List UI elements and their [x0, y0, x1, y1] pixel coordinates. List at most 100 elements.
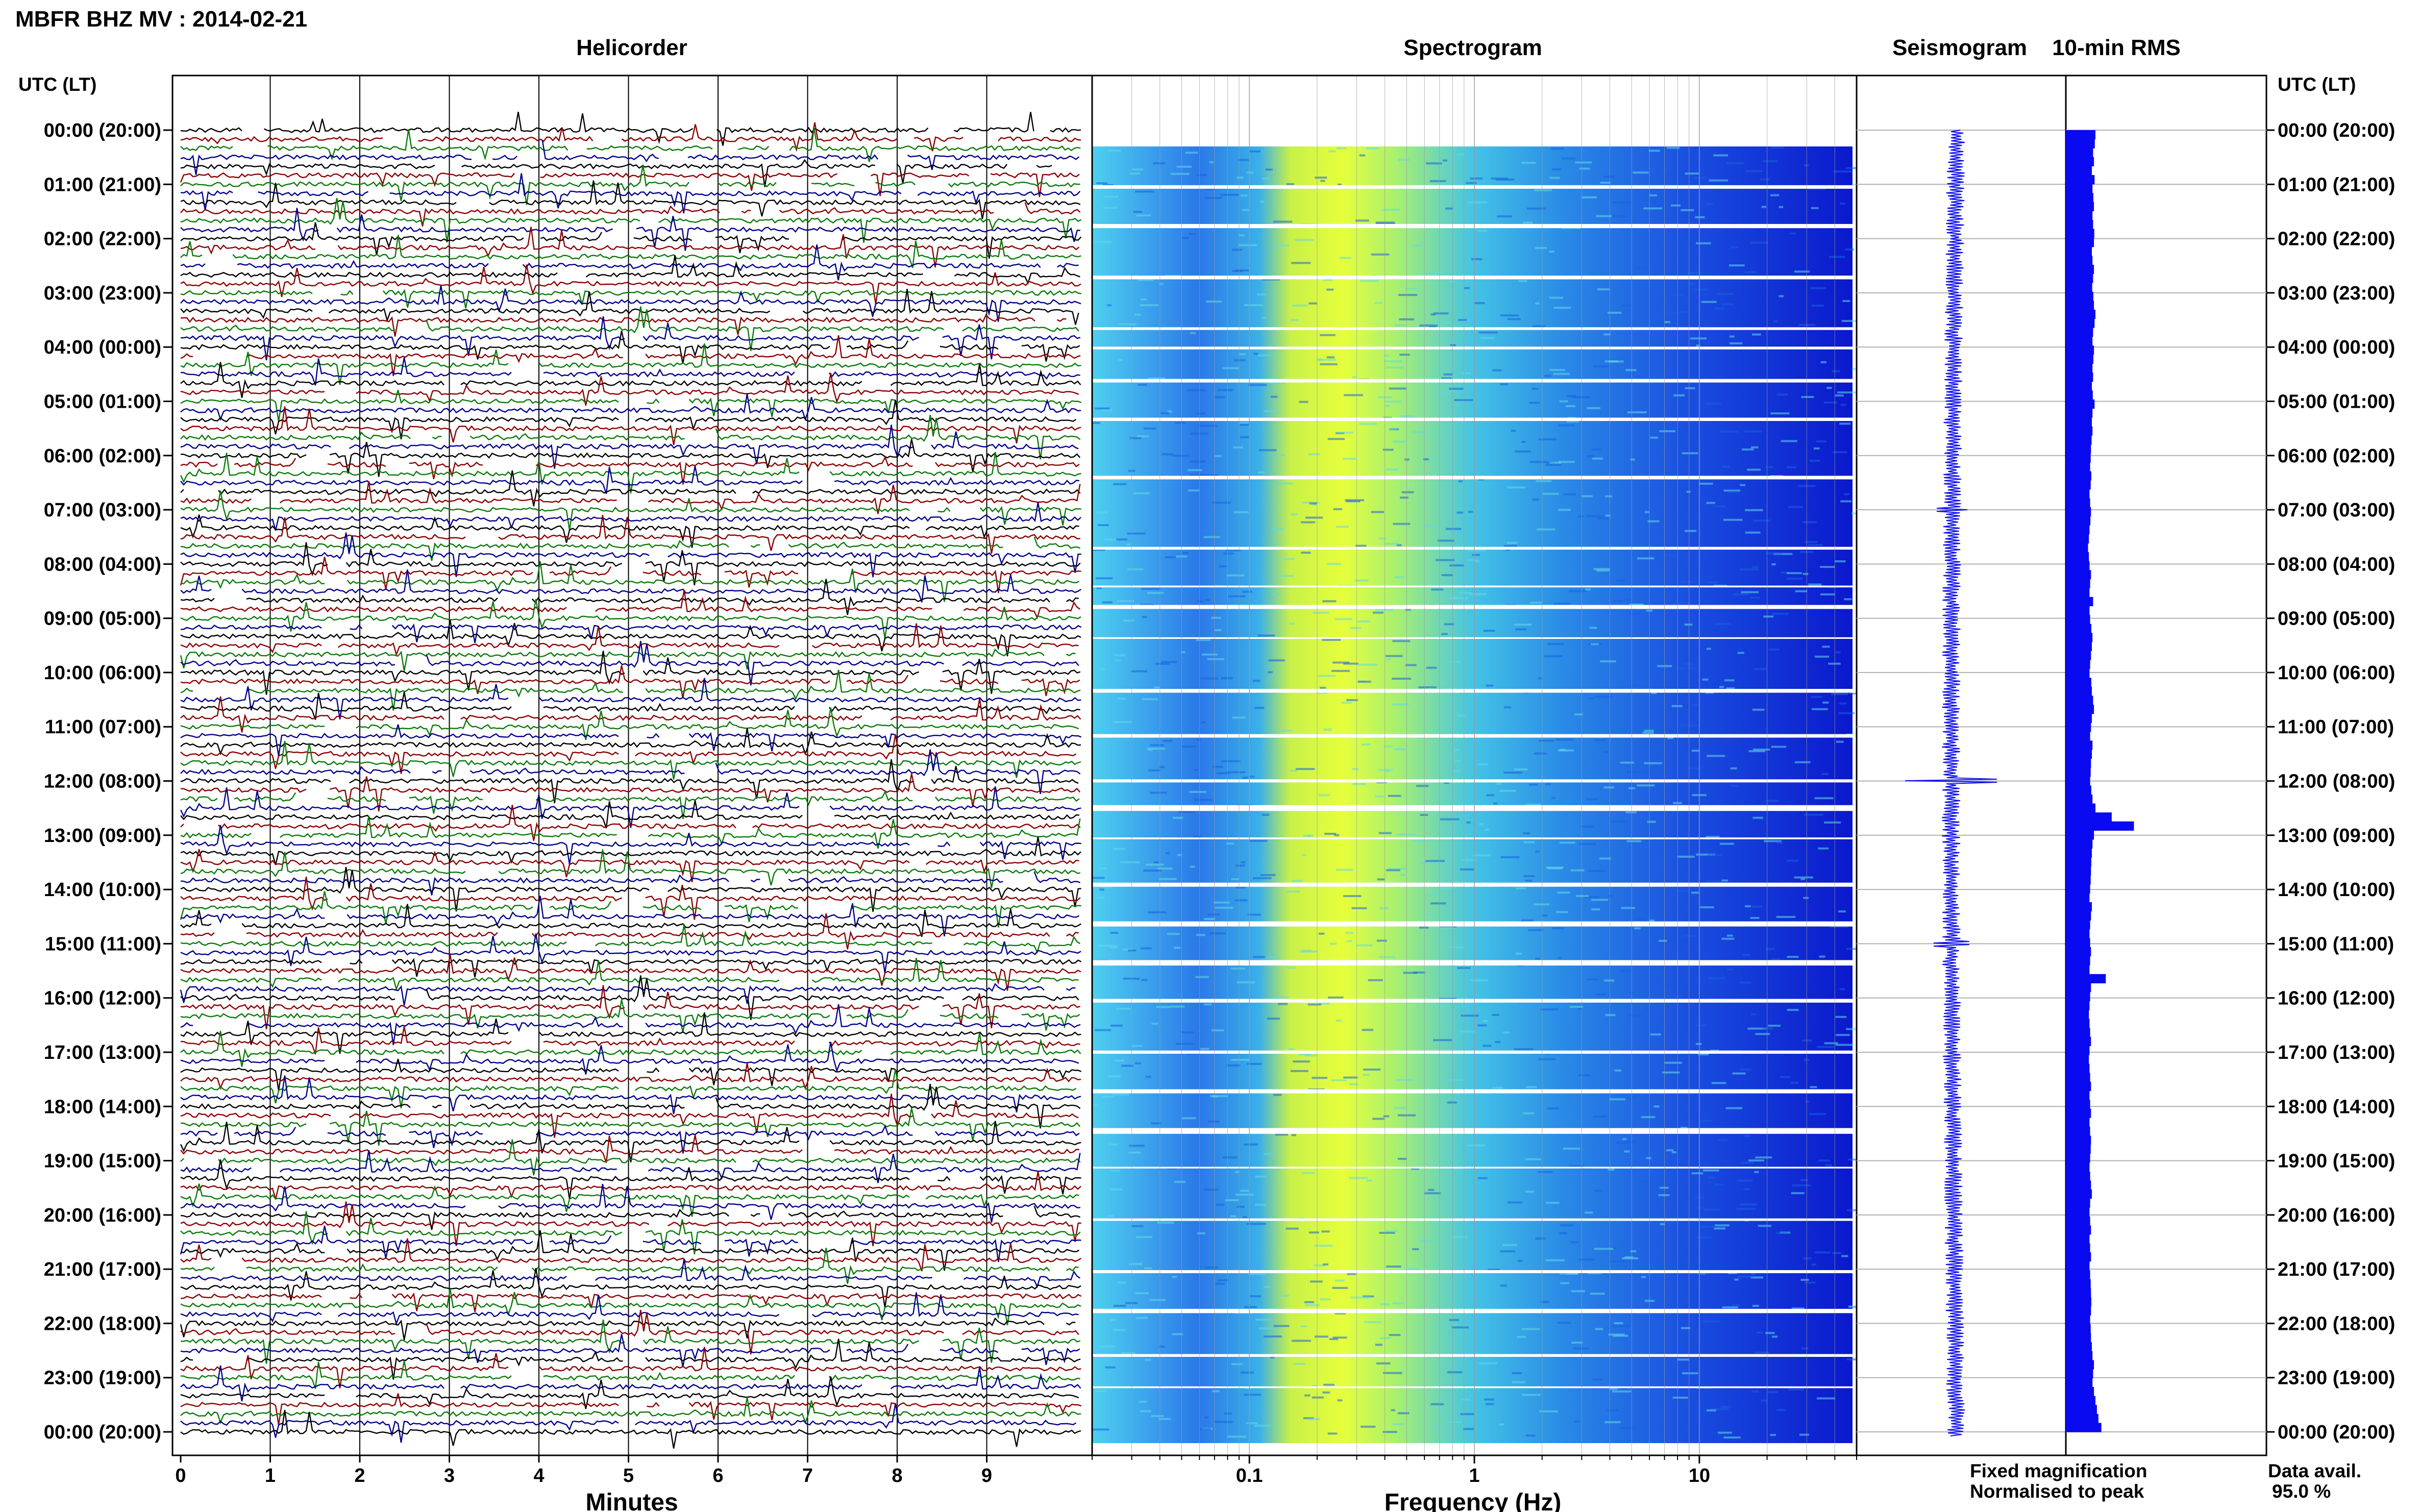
rms-bar — [2066, 1243, 2090, 1253]
spectrogram-speckle — [1779, 295, 1784, 298]
time-label-right: 21:00 (17:00) — [2278, 1259, 2395, 1280]
spectrogram-speckle — [1443, 373, 1453, 376]
rms-bar — [2066, 435, 2092, 445]
helicorder-trace — [180, 222, 1082, 259]
spectrogram-speckle — [1286, 890, 1300, 893]
spectrogram-speckle — [1723, 489, 1740, 492]
spectrogram-speckle — [1794, 270, 1810, 273]
spectrogram-speckle — [1133, 211, 1142, 213]
rms-bar — [2066, 848, 2092, 858]
spectrogram-speckle — [1545, 1259, 1565, 1261]
spectrogram-speckle — [1242, 209, 1249, 211]
spectrogram-speckle — [1591, 899, 1608, 901]
helicorder-trace — [180, 599, 1081, 639]
spectrogram-speckle — [1182, 1117, 1196, 1120]
spectrogram-speckle — [1438, 594, 1443, 597]
spectrogram-speckle — [1207, 913, 1220, 916]
minute-tick-label: 0 — [175, 1465, 186, 1486]
spectrogram-speckle — [1624, 1150, 1630, 1153]
rms-bar — [2066, 830, 2094, 840]
spectrogram-speckle — [1477, 230, 1487, 232]
spectrogram-speckle — [1249, 1295, 1261, 1298]
rms-bar — [2066, 1261, 2090, 1271]
spectrogram-speckle — [1200, 677, 1218, 680]
minute-tick-label: 5 — [623, 1465, 634, 1486]
rms-bar — [2066, 597, 2093, 606]
helicorder-trace — [180, 343, 1081, 385]
helicorder-trace — [180, 982, 1076, 1006]
spectrogram-speckle — [1684, 530, 1696, 532]
spectrogram-speckle — [1240, 1189, 1249, 1192]
spectrogram-speckle — [1260, 201, 1265, 203]
spectrogram-speckle — [1702, 1320, 1720, 1323]
spectrogram-speckle — [1549, 177, 1560, 179]
rms-bar — [2066, 920, 2090, 930]
spectrogram-speckle — [1303, 835, 1311, 837]
spectrogram-speckle — [1210, 1095, 1228, 1097]
spectrogram-speckle — [1335, 1279, 1345, 1282]
minute-tick-label: 4 — [533, 1465, 544, 1486]
spectrogram-speckle — [1341, 702, 1352, 704]
spectrogram-speckle — [1312, 1396, 1324, 1399]
spectrogram-speckle — [1145, 1076, 1151, 1078]
spectrogram-speckle — [1500, 1284, 1507, 1287]
spectrogram-speckle — [1200, 1428, 1211, 1430]
spectrogram-speckle — [1320, 334, 1336, 336]
spectrogram-speckle — [1810, 1086, 1817, 1088]
spectrogram-speckle — [1612, 1390, 1632, 1393]
spectrogram-speckle — [1441, 633, 1448, 635]
spectrogram-speckle — [1435, 392, 1450, 395]
spectrogram-speckle — [1439, 887, 1454, 889]
spectrogram-speckle — [1131, 1225, 1144, 1227]
spectrogram-speckle — [1820, 361, 1826, 363]
helicorder-trace — [180, 896, 1080, 936]
spectrogram-speckle — [1664, 1061, 1682, 1064]
spectrogram-speckle — [1596, 569, 1610, 572]
rms-bar — [2066, 1288, 2091, 1298]
seismogram-title: Seismogram — [1892, 35, 2027, 60]
spectrogram-speckle — [1573, 1347, 1589, 1350]
spectrogram-speckle — [1468, 1144, 1486, 1147]
spectrogram-speckle — [1634, 927, 1641, 930]
spectrogram-speckle — [1767, 1391, 1778, 1393]
spectrogram-speckle — [1571, 1342, 1583, 1344]
spectrogram-speckle — [1109, 1319, 1117, 1321]
time-label-left: 16:00 (12:00) — [44, 988, 161, 1009]
spectrogram-speckle — [1538, 438, 1557, 440]
spectrogram-speckle — [1701, 301, 1717, 303]
helicorder-trace — [180, 393, 1081, 422]
helicorder-trace — [180, 1317, 1076, 1341]
spectrogram-speckle — [1839, 988, 1845, 990]
spectrogram-speckle — [1776, 841, 1783, 844]
spectrogram-speckle — [1840, 500, 1852, 503]
rms-bar — [2066, 1180, 2091, 1190]
spectrogram-speckle — [1625, 369, 1637, 371]
rms-bar — [2066, 480, 2091, 490]
spectrogram-speckle — [1558, 749, 1574, 752]
spectrogram-speckle — [1800, 878, 1806, 880]
spectrogram-speckle — [1575, 895, 1589, 897]
rms-bar — [2066, 1198, 2090, 1208]
spectrogram-speckle — [1107, 304, 1112, 307]
spectrogram-speckle — [1605, 1421, 1621, 1423]
spectrogram-speckle — [1350, 627, 1362, 629]
spectrogram-speckle — [1646, 1157, 1651, 1159]
spectrogram-speckle — [1131, 670, 1147, 673]
spectrogram-speckle — [1262, 813, 1270, 816]
spectrogram-speckle — [1454, 749, 1460, 751]
spectrogram-speckle — [1307, 834, 1314, 837]
spectrogram-speckle — [1401, 491, 1414, 493]
helicorder-trace — [180, 208, 1080, 251]
spectrogram-speckle — [1107, 1144, 1118, 1146]
spectrogram-speckle — [1744, 1135, 1751, 1137]
spectrogram-speckle — [1835, 394, 1844, 396]
spectrogram-speckle — [1620, 970, 1631, 972]
spectrogram-speckle — [1094, 1029, 1112, 1031]
spectrogram-speckle — [1154, 686, 1160, 689]
spectrogram-speckle — [1437, 539, 1454, 542]
spectrogram-speckle — [1260, 874, 1276, 876]
spectrogram-speckle — [1123, 619, 1135, 622]
spectrogram-speckle — [1468, 549, 1486, 552]
spectrogram-speckle — [1343, 662, 1359, 665]
rms-bar — [2066, 193, 2093, 203]
